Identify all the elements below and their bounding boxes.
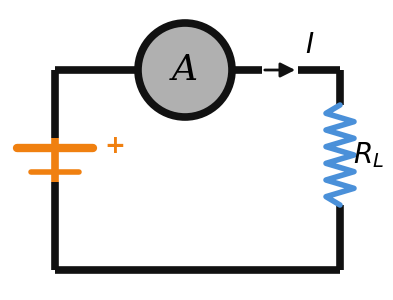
Text: $\mathit{R_L}$: $\mathit{R_L}$	[353, 140, 384, 170]
Text: +: +	[105, 134, 125, 158]
Text: $\mathit{I}$: $\mathit{I}$	[305, 31, 315, 59]
Text: A: A	[172, 53, 198, 87]
Circle shape	[138, 23, 232, 117]
